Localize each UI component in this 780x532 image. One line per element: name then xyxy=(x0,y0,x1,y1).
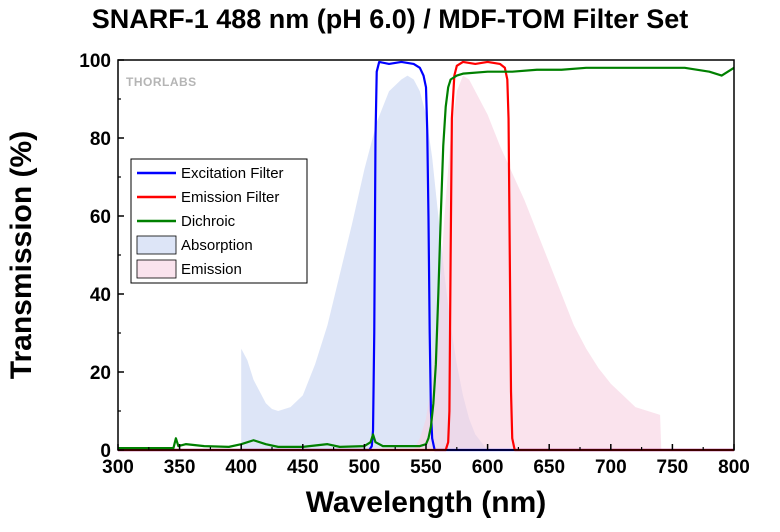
axis-tick-labels: 300 350 400 450 500 550 600 650 700 750 800 0 20 40 60… xyxy=(79,51,750,478)
line-series-layer xyxy=(118,60,735,452)
x-tick-label: 350 xyxy=(164,457,196,478)
x-tick-label: 800 xyxy=(718,457,750,478)
area-series-layer xyxy=(241,75,662,450)
x-tick-label: 700 xyxy=(595,457,627,478)
x-tick-label: 300 xyxy=(102,457,134,478)
chart-title: SNARF-1 488 nm (pH 6.0) / MDF-TOM Filter… xyxy=(91,4,689,34)
excitation-filter-line xyxy=(118,60,734,452)
x-axis-label: Wavelength (nm) xyxy=(305,486,547,519)
y-tick-label: 20 xyxy=(90,363,111,384)
absorption-area xyxy=(241,75,488,450)
y-tick-label: 40 xyxy=(90,285,111,306)
y-tick-label: 80 xyxy=(90,129,111,150)
legend-label-absorption: Absorption xyxy=(181,237,253,254)
x-tick-label: 500 xyxy=(349,457,381,478)
y-tick-label: 60 xyxy=(90,207,111,228)
thorlabs-logo: THORLABS xyxy=(126,75,197,89)
legend-swatch-emission xyxy=(136,259,177,279)
x-tick-label: 400 xyxy=(225,457,257,478)
legend-label-excitation-filter: Excitation Filter xyxy=(181,165,284,182)
legend-label-dichroic: Dichroic xyxy=(181,213,236,230)
x-tick-label: 450 xyxy=(287,457,319,478)
x-tick-label: 750 xyxy=(657,457,689,478)
y-axis-label: Transmission (%) xyxy=(5,130,38,380)
legend-label-emission: Emission xyxy=(181,261,242,278)
dichroic-line xyxy=(118,66,735,450)
y-tick-label: 0 xyxy=(100,441,111,462)
emission-filter-line xyxy=(118,60,734,452)
legend: Excitation Filter Emission Filter Dichroic… xyxy=(130,158,308,284)
x-tick-label: 600 xyxy=(472,457,504,478)
legend-swatch-absorption xyxy=(136,235,177,255)
y-tick-label: 100 xyxy=(79,51,111,72)
legend-label-emission-filter: Emission Filter xyxy=(181,189,279,206)
x-tick-label: 550 xyxy=(410,457,442,478)
x-tick-label: 650 xyxy=(533,457,565,478)
axis-ticks xyxy=(117,59,735,451)
emission-area xyxy=(413,75,662,450)
